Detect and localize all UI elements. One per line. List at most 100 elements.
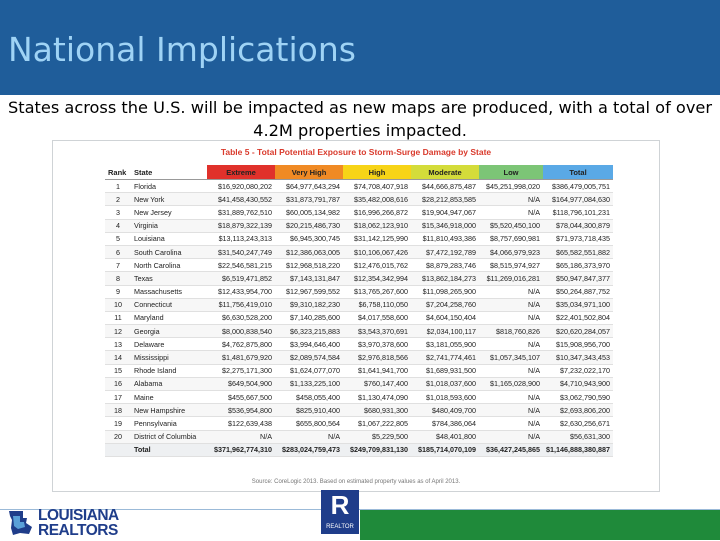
rank-cell: 4 <box>105 219 131 233</box>
rank-cell: 10 <box>105 298 131 312</box>
value-cell: $13,113,243,313 <box>207 232 275 246</box>
rank-cell: 7 <box>105 258 131 273</box>
state-cell: Massachusetts <box>131 285 207 299</box>
value-cell: $455,667,500 <box>207 390 275 405</box>
value-cell: $22,546,581,215 <box>207 258 275 273</box>
value-cell: $825,910,400 <box>275 403 343 418</box>
value-cell: $15,908,956,700 <box>543 337 613 352</box>
value-cell: $12,386,063,005 <box>275 245 343 260</box>
value-cell: $11,269,016,281 <box>479 271 543 286</box>
value-cell: $1,689,931,500 <box>411 364 479 378</box>
value-cell: $2,741,774,461 <box>411 350 479 365</box>
value-cell: $655,800,564 <box>275 416 343 431</box>
value-cell: N/A <box>479 311 543 326</box>
table-row: 14 Mississippi $1,481,679,920 $2,089,574,58… <box>105 350 613 365</box>
value-cell: $3,062,790,590 <box>543 390 613 405</box>
title-bar: National Implications <box>0 0 720 95</box>
value-cell: $60,005,134,982 <box>275 205 343 220</box>
value-cell: $760,147,400 <box>343 377 411 392</box>
table-row: 13 Delaware $4,762,875,800 $3,994,646,400 $3… <box>105 337 613 352</box>
value-cell: $9,310,182,230 <box>275 298 343 312</box>
rank-cell: 14 <box>105 350 131 365</box>
state-cell: Maine <box>131 390 207 405</box>
value-cell: $118,796,101,231 <box>543 205 613 220</box>
table-row: 12 Georgia $8,000,838,540 $6,323,215,883 $3,… <box>105 324 613 339</box>
value-cell: $1,481,679,920 <box>207 350 275 365</box>
rank-cell: 19 <box>105 416 131 431</box>
value-cell: $74,708,407,918 <box>343 179 411 194</box>
value-cell: $1,641,941,700 <box>343 364 411 378</box>
value-cell: N/A <box>479 285 543 299</box>
value-cell: $1,130,474,090 <box>343 390 411 405</box>
table-row: 16 Alabama $649,504,900 $1,133,225,100 $760,… <box>105 377 613 392</box>
table-row: 8 Texas $6,519,471,852 $7,143,131,847 $12,35… <box>105 271 613 286</box>
value-cell: $536,954,800 <box>207 403 275 418</box>
table-row: 5 Louisiana $13,113,243,313 $6,945,300,745 $… <box>105 232 613 246</box>
value-cell: $12,968,518,220 <box>275 258 343 273</box>
value-cell: $31,540,247,749 <box>207 245 275 260</box>
value-cell: $45,251,998,020 <box>479 179 543 194</box>
state-cell: Florida <box>131 179 207 194</box>
header-cell: Low <box>479 165 543 180</box>
realtor-mark: R <box>330 490 350 520</box>
table-row: 7 North Carolina $22,546,581,215 $12,968,51… <box>105 258 613 273</box>
value-cell: $371,962,774,310 <box>207 442 275 457</box>
state-cell: New Jersey <box>131 205 207 220</box>
value-cell: $1,018,037,600 <box>411 377 479 392</box>
value-cell: $5,520,450,100 <box>479 219 543 233</box>
value-cell: $8,879,283,746 <box>411 258 479 273</box>
value-cell: $2,089,574,584 <box>275 350 343 365</box>
header-cell: High <box>343 165 411 180</box>
value-cell: $2,976,818,566 <box>343 350 411 365</box>
logo-text: LOUISIANA REALTORS <box>38 507 119 539</box>
rank-cell: 5 <box>105 232 131 246</box>
state-cell: Mississippi <box>131 350 207 365</box>
value-cell: $680,931,300 <box>343 403 411 418</box>
value-cell: $283,024,759,473 <box>275 442 343 457</box>
realtor-logo: R REALTOR <box>321 490 359 534</box>
rank-cell: 1 <box>105 179 131 194</box>
value-cell: $4,066,979,923 <box>479 245 543 260</box>
table-row: 20 District of Columbia N/A N/A $5,229,500 $4… <box>105 430 613 444</box>
header-cell: Very High <box>275 165 343 180</box>
table-row: 4 Virginia $18,879,322,139 $20,215,486,730 $… <box>105 219 613 233</box>
value-cell: N/A <box>479 298 543 312</box>
value-cell: $249,709,831,130 <box>343 442 411 457</box>
value-cell: $18,062,123,910 <box>343 219 411 233</box>
value-cell: $11,810,493,386 <box>411 232 479 246</box>
header-cell: Extreme <box>207 165 275 180</box>
value-cell: $31,873,791,787 <box>275 192 343 207</box>
value-cell: $386,479,005,751 <box>543 179 613 194</box>
value-cell: $458,055,400 <box>275 390 343 405</box>
rank-cell: 13 <box>105 337 131 352</box>
value-cell: $2,630,256,671 <box>543 416 613 431</box>
table-row: 17 Maine $455,667,500 $458,055,400 $1,130,47… <box>105 390 613 405</box>
footer-divider <box>0 509 720 510</box>
state-cell: Connecticut <box>131 298 207 312</box>
value-cell: $6,945,300,745 <box>275 232 343 246</box>
table-caption: Table 5 - Total Potential Exposure to St… <box>220 147 492 157</box>
value-cell: $12,967,599,552 <box>275 285 343 299</box>
value-cell: $13,765,267,600 <box>343 285 411 299</box>
value-cell: $50,264,887,752 <box>543 285 613 299</box>
value-cell: N/A <box>479 337 543 352</box>
value-cell: $2,275,171,300 <box>207 364 275 378</box>
state-cell: Pennsylvania <box>131 416 207 431</box>
state-cell: Georgia <box>131 324 207 339</box>
value-cell: $3,181,055,900 <box>411 337 479 352</box>
value-cell: $50,947,847,377 <box>543 271 613 286</box>
rank-cell: 18 <box>105 403 131 418</box>
value-cell: N/A <box>479 390 543 405</box>
value-cell: $64,977,643,294 <box>275 179 343 194</box>
value-cell: $2,693,806,200 <box>543 403 613 418</box>
state-cell: Total <box>131 442 207 457</box>
value-cell: $6,323,215,883 <box>275 324 343 339</box>
value-cell: $4,710,943,900 <box>543 377 613 392</box>
state-cell: Virginia <box>131 219 207 233</box>
value-cell: $31,889,762,510 <box>207 205 275 220</box>
value-cell: $12,433,954,700 <box>207 285 275 299</box>
value-cell: $65,186,373,970 <box>543 258 613 273</box>
value-cell: $122,639,438 <box>207 416 275 431</box>
value-cell: $22,401,502,804 <box>543 311 613 326</box>
value-cell: N/A <box>275 430 343 444</box>
